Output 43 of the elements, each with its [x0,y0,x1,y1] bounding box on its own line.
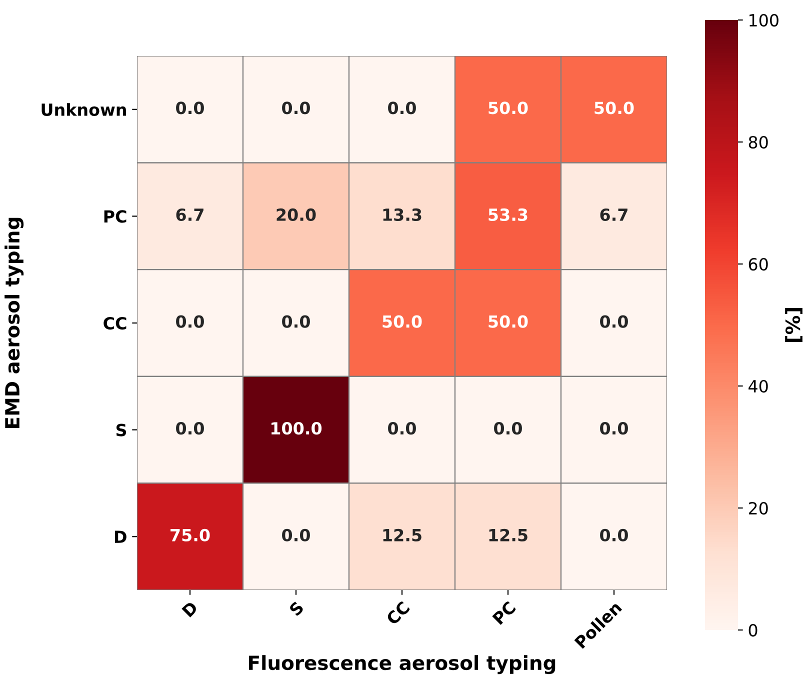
data-label: 6.7 [176,208,204,222]
data-label: 0.0 [176,422,204,435]
y-tick-label: CC [104,316,126,330]
x-tick-label: S [288,600,304,616]
data-label: 0.0 [388,422,416,435]
data-label: 0.0 [600,315,628,328]
y-tick-label: S [116,424,126,436]
data-label: 6.7 [600,208,628,222]
data-label: 13.3 [383,208,422,222]
color-bar-label: 60 [748,258,768,271]
color-bar-title: [%] [785,308,802,342]
data-label: 0.0 [388,102,416,114]
data-label: 0.0 [282,528,310,542]
data-label: 0.0 [494,422,522,435]
x-axis-title: Fluorescence aerosol typing [249,655,556,674]
data-label: 0.0 [600,528,628,542]
data-label: 53.3 [488,208,528,222]
data-label: 100.0 [272,422,322,435]
color-bar-label: 80 [748,136,768,149]
x-tick-label: CC [385,600,410,626]
y-tick-label: D [114,530,126,543]
data-label: 75.0 [170,528,210,542]
x-tick-label: D [182,600,198,618]
color-bar-label: 0 [748,624,758,637]
color-bar-label: 40 [748,380,768,393]
data-label: 0.0 [282,315,310,328]
y-axis-title: EMD aerosol typing [4,218,24,428]
data-label: 0.0 [176,315,204,328]
data-label: 0.0 [282,102,310,114]
y-tick-label: Unknown [42,103,126,116]
data-label: 50.0 [488,315,528,328]
data-label: 12.5 [489,528,528,542]
color-bar-label: 20 [748,502,768,515]
data-label: 50.0 [594,102,634,114]
data-label: 12.5 [383,528,422,542]
data-label: 50.0 [382,315,422,328]
data-label: 20.0 [276,208,316,222]
data-label: 0.0 [176,102,204,114]
color-bar-label: 100 [750,14,778,27]
x-tick-label: PC [492,600,516,626]
y-tick-label: PC [104,210,126,223]
data-label: 0.0 [600,422,628,435]
data-label: 50.0 [488,102,528,114]
